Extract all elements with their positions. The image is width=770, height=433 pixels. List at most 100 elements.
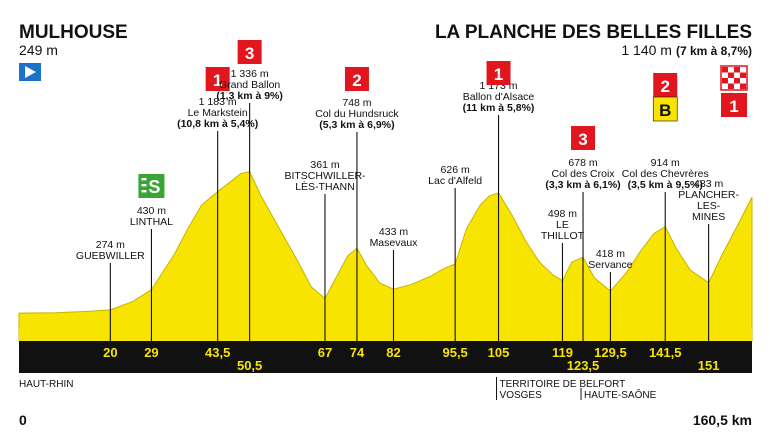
climb-category-number: 2 — [352, 71, 361, 90]
km-tick-label: 129,5 — [594, 345, 627, 360]
distance-band — [19, 341, 752, 373]
point-name: LINTHAL — [130, 216, 173, 228]
point-altitude: 361 m — [310, 159, 339, 171]
point-name: Ballon d'Alsace — [463, 91, 535, 103]
start-altitude: 249 m — [19, 42, 58, 58]
start-flag-icon — [19, 63, 41, 81]
finish-altitude: 1 140 m — [621, 42, 672, 58]
finish-flag-square — [734, 67, 740, 73]
point-altitude: 483 m — [694, 178, 723, 190]
finish-name: LA PLANCHE DES BELLES FILLES — [435, 22, 752, 43]
climb-category-badge — [653, 73, 678, 97]
sprint-icon-stripe — [141, 190, 147, 193]
point-altitude: 678 m — [568, 157, 597, 169]
km-tick-label: 151 — [698, 358, 720, 373]
sprint-icon-stripe — [141, 178, 147, 181]
point-name: Lac d'Alfeld — [428, 175, 482, 187]
climb-category-badge — [237, 40, 262, 64]
point-name: LÈS-THANN — [295, 180, 355, 193]
profile-area — [18, 171, 753, 342]
finish-climb-badge — [721, 93, 747, 117]
point-name: Masevaux — [370, 237, 419, 249]
climb-category-badge — [205, 67, 230, 91]
finish-flag-square — [740, 83, 746, 89]
profile-layer — [18, 171, 753, 342]
km-tick-label: 67 — [318, 345, 332, 360]
point-climb-detail: (1,3 km à 9%) — [216, 90, 283, 102]
region-label: TERRITOIRE DE BELFORT — [500, 379, 626, 390]
point-climb-detail: (3,5 km à 9,5%) — [628, 179, 703, 191]
km-tick-label: 43,5 — [205, 345, 230, 360]
km-tick-label: 141,5 — [649, 345, 682, 360]
km-tick-label: 95,5 — [442, 345, 467, 360]
point-name: Col des Croix — [552, 168, 616, 180]
point-altitude: 274 m — [96, 239, 125, 251]
point-name: Grand Ballon — [219, 79, 280, 91]
finish-icons: 1 — [720, 65, 748, 117]
point-name: Servance — [588, 259, 633, 271]
point-altitude: 498 m — [548, 208, 577, 220]
total-distance: 160,5 km — [693, 412, 752, 428]
finish-flag-square — [728, 83, 734, 89]
region-label: HAUTE-SAÔNE — [584, 388, 657, 401]
km-tick-label: 20 — [103, 345, 117, 360]
finish-climb-note: (7 km à 8,7%) — [676, 44, 752, 58]
climb-category-number: 3 — [578, 130, 587, 149]
region-label: HAUT-RHIN — [19, 379, 73, 390]
point-name: LES- — [697, 200, 721, 212]
profile-base-strip — [19, 328, 752, 341]
point-altitude: 626 m — [441, 164, 470, 176]
finish-flag-square — [734, 78, 740, 84]
point-name: MINES — [692, 211, 725, 223]
finish-flag-square — [728, 72, 734, 78]
climb-category-number: 1 — [213, 71, 222, 90]
km-tick-label: 29 — [144, 345, 158, 360]
point-name: Col du Hundsruck — [315, 108, 399, 120]
km-tick-label: 50,5 — [237, 358, 262, 373]
point-name: PLANCHER- — [678, 189, 739, 201]
finish-flag-square — [740, 72, 746, 78]
finish-climb-number: 1 — [729, 97, 738, 116]
point-climb-detail: (10,8 km à 5,4%) — [177, 118, 258, 130]
bonus-sprint-badge — [652, 96, 678, 122]
point-name: LE — [556, 219, 569, 231]
point-altitude: 1 336 m — [231, 68, 269, 80]
km-tick-label: 123,5 — [567, 358, 600, 373]
point-altitude: 748 m — [342, 97, 371, 109]
point-name: Col des Chevrères — [622, 168, 709, 180]
start-km: 0 — [19, 412, 27, 428]
region-label: VOSGES — [500, 390, 543, 401]
point-altitude: 914 m — [651, 157, 680, 169]
point-altitude: 418 m — [596, 248, 625, 260]
point-climb-detail: (5,3 km à 6,9%) — [319, 119, 394, 131]
finish-flag-square — [722, 67, 728, 73]
sprint-icon-letter: S — [148, 177, 160, 197]
climb-category-badge — [486, 61, 511, 85]
point-altitude: 430 m — [137, 205, 166, 217]
point-altitude: 433 m — [379, 226, 408, 238]
km-tick-label: 119 — [552, 345, 573, 360]
point-name: Le Markstein — [188, 107, 248, 119]
point-name: BITSCHWILLER- — [284, 170, 366, 182]
climb-category-number: 1 — [494, 65, 503, 84]
finish-flag-square — [722, 78, 728, 84]
climb-category-badge — [571, 126, 596, 150]
finish-altitude-line: 1 140 m (7 km à 8,7%) — [621, 42, 752, 58]
km-tick-label: 74 — [350, 345, 365, 360]
climb-category-number: 3 — [245, 44, 254, 63]
km-tick-label: 82 — [386, 345, 400, 360]
bonus-sprint-letter: B — [659, 101, 671, 120]
start-name: MULHOUSE — [19, 22, 128, 43]
sprint-icon-stripe — [141, 184, 147, 187]
point-climb-detail: (11 km à 5,8%) — [463, 102, 535, 114]
climb-category-number: 2 — [660, 77, 669, 96]
km-tick-label: 105 — [488, 345, 510, 360]
climb-category-badge — [344, 67, 369, 91]
point-climb-detail: (3,3 km à 6,1%) — [545, 179, 620, 191]
point-name: GUEBWILLER — [76, 250, 145, 262]
point-name: THILLOT — [541, 230, 585, 242]
